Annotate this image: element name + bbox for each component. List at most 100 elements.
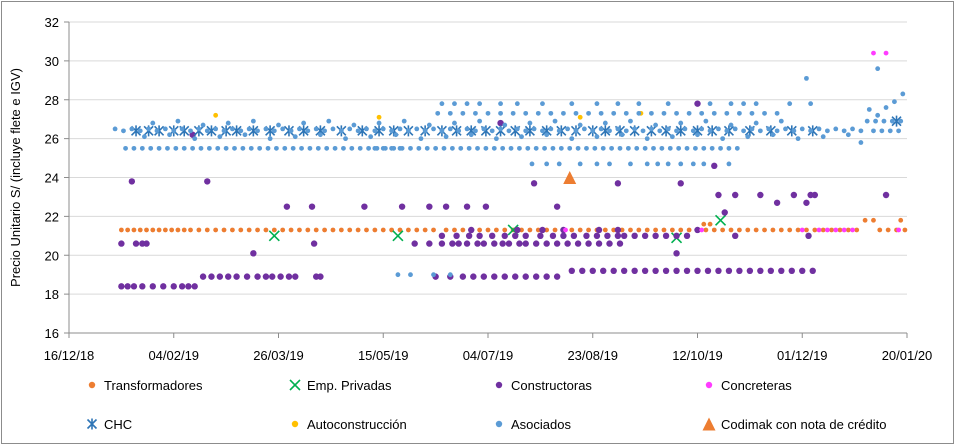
data-point: [232, 145, 237, 151]
data-point: [684, 145, 690, 151]
data-point: [829, 227, 834, 233]
y-tick-label: 22: [45, 209, 59, 224]
data-point: [686, 110, 692, 116]
data-point: [476, 232, 483, 240]
data-point: [112, 126, 118, 132]
data-point: [217, 134, 223, 140]
data-point: [154, 128, 160, 134]
data-point: [535, 227, 541, 233]
data-point: [130, 283, 138, 290]
data-point: [519, 134, 524, 140]
data-point: [811, 191, 819, 199]
data-point: [267, 136, 273, 142]
data-point: [460, 110, 466, 116]
data-point: [269, 273, 276, 280]
data-point: [480, 240, 488, 247]
data-point: [652, 232, 659, 240]
data-point: [711, 162, 718, 170]
data-point: [873, 118, 878, 124]
data-point: [401, 118, 407, 124]
data-point: [175, 227, 181, 233]
data-point: [480, 273, 488, 280]
data-point: [615, 101, 621, 107]
data-point: [322, 227, 327, 233]
data-point: [609, 145, 615, 151]
data-point: [837, 227, 843, 233]
data-point: [540, 101, 545, 107]
data-point: [204, 178, 211, 185]
legend: Transformadores Emp. Privadas Constructora…: [86, 378, 886, 432]
data-point: [581, 126, 587, 132]
data-point: [380, 145, 386, 151]
data-point: [641, 232, 649, 240]
data-point: [875, 112, 881, 118]
data-point: [271, 128, 277, 134]
data-point: [527, 120, 533, 126]
data-point: [543, 273, 550, 280]
data-point: [595, 240, 603, 247]
data-point: [678, 120, 684, 126]
data-point: [397, 227, 403, 233]
data-point: [502, 122, 508, 128]
legend-marker: [495, 420, 503, 428]
data-point: [473, 110, 478, 116]
data-point: [523, 128, 529, 134]
data-point: [716, 126, 721, 132]
data-point: [676, 145, 682, 151]
data-point: [443, 134, 449, 140]
data-point: [243, 273, 251, 280]
data-point: [497, 119, 504, 127]
data-point: [512, 273, 519, 280]
legend-item: CHC: [86, 417, 132, 432]
data-point: [724, 110, 730, 116]
data-point: [355, 227, 361, 233]
legend-marker: [702, 417, 716, 431]
data-point: [299, 145, 304, 151]
data-point: [628, 118, 633, 124]
data-point: [196, 227, 202, 233]
x-tick-label: 23/08/19: [567, 348, 618, 363]
data-point: [488, 232, 496, 240]
x-tick-label: 01/12/19: [777, 348, 828, 363]
series-autoconstrucci-n: [213, 110, 644, 120]
legend-marker: [705, 381, 713, 389]
data-point: [644, 227, 650, 233]
data-point: [514, 226, 521, 234]
data-point: [577, 114, 583, 120]
data-point: [896, 128, 902, 134]
data-point: [475, 145, 480, 151]
data-point: [537, 232, 544, 240]
data-point: [871, 50, 876, 56]
y-tick-label: 24: [45, 171, 59, 186]
data-point: [620, 232, 628, 240]
data-point: [606, 240, 613, 247]
data-point: [395, 272, 401, 278]
data-point: [132, 240, 140, 247]
data-point: [634, 145, 640, 151]
data-point: [783, 126, 788, 132]
data-point: [655, 161, 661, 167]
data-point: [877, 227, 883, 233]
data-point: [500, 145, 506, 151]
data-point: [586, 110, 591, 116]
data-point: [532, 273, 540, 280]
data-point: [453, 232, 460, 240]
data-point: [858, 140, 864, 145]
data-point: [699, 227, 705, 233]
data-point: [662, 232, 670, 240]
data-point: [493, 227, 499, 233]
data-point: [577, 161, 583, 167]
data-point: [542, 145, 547, 151]
data-point: [548, 126, 554, 132]
data-point: [652, 267, 659, 274]
data-point: [343, 136, 348, 142]
data-point: [879, 128, 885, 134]
legend-label: Constructoras: [511, 378, 592, 393]
data-point: [600, 267, 607, 274]
data-point: [468, 226, 475, 234]
data-point: [330, 227, 336, 233]
data-point: [408, 145, 413, 151]
data-point: [724, 128, 730, 134]
data-point: [165, 145, 170, 151]
data-point: [508, 145, 514, 151]
